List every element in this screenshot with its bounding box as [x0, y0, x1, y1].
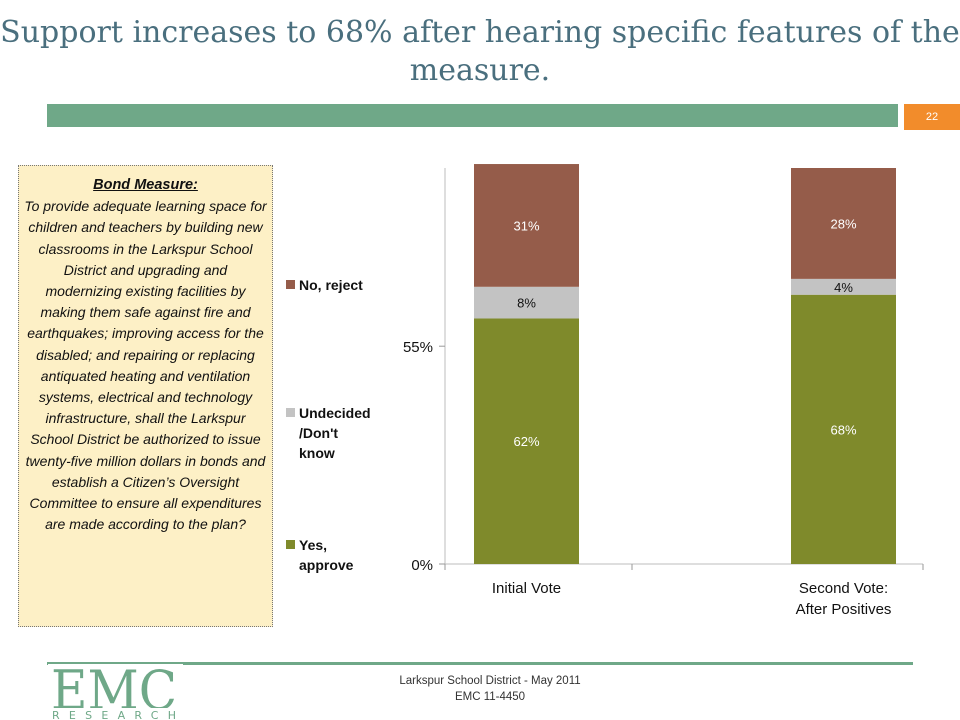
- bar-segment: [791, 278, 896, 295]
- footer: Larkspur School District - May 2011 EMC …: [360, 673, 620, 705]
- bar-segment: [791, 168, 896, 279]
- bar-segment: [474, 164, 579, 287]
- chart-bars: 62% 8% 31% 68% 4% 28%: [474, 164, 896, 564]
- footer-line-2: EMC 11-4450: [454, 691, 526, 703]
- bond-measure-heading: Bond Measure:: [93, 177, 198, 193]
- x-category-label: Initial Vote: [492, 580, 561, 597]
- y-tick-label: 55%: [403, 339, 433, 356]
- bar-data-label: 68%: [830, 422, 856, 437]
- footer-line-1: Larkspur School District - May 2011: [399, 675, 581, 687]
- legend-label: Yes, approve: [299, 537, 354, 573]
- stacked-bar-chart: No, reject Undecided/Don't know Yes, approve…: [286, 164, 924, 618]
- legend-swatch: [286, 408, 295, 417]
- x-category-label: Second Vote: After Positives: [796, 580, 892, 618]
- legend-swatch: [286, 280, 295, 289]
- footer-divider: [47, 662, 913, 665]
- bar-data-label: 62%: [513, 434, 539, 449]
- bar-segment: [474, 318, 579, 564]
- legend-label: No, reject: [299, 277, 363, 293]
- bar-data-label: 4%: [834, 280, 853, 295]
- bond-measure-box: Bond Measure: To provide adequate learni…: [18, 165, 273, 627]
- bar-data-label: 28%: [830, 216, 856, 231]
- bar-segment: [791, 294, 896, 564]
- bar-segment: [474, 286, 579, 319]
- y-tick-label: 0%: [411, 557, 433, 574]
- bar-data-label: 31%: [513, 218, 539, 233]
- emc-research-logo: EMC RESEARCH: [48, 664, 183, 720]
- bar-data-label: 8%: [517, 296, 536, 311]
- legend-swatch: [286, 540, 295, 549]
- title-divider-band: [47, 104, 898, 127]
- chart-legend: No, reject Undecided/Don't know Yes, approve: [286, 277, 371, 573]
- slide-title: Support increases to 68% after hearing s…: [0, 15, 960, 88]
- legend-label: Undecided/Don't know: [299, 405, 371, 461]
- bond-measure-text: To provide adequate learning space for c…: [24, 198, 267, 533]
- page-number-badge: 22: [904, 104, 960, 130]
